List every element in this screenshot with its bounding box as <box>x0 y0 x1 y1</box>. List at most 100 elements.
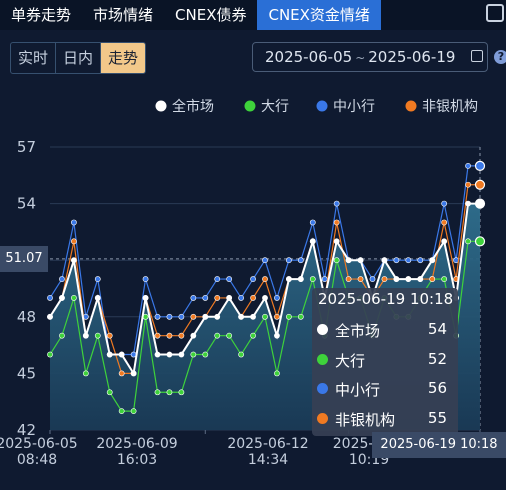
data-point-small_mid_banks <box>369 276 376 282</box>
tab-single-bond-trend[interactable]: 单券走势 <box>11 6 72 24</box>
data-point-all_market <box>118 351 125 358</box>
data-point-all_market <box>82 332 89 339</box>
data-point-small_mid_banks <box>285 257 292 264</box>
tooltip-row-big-banks: 大行 52 <box>317 350 453 370</box>
y-tick-label: 42 <box>17 421 36 439</box>
big-banks-dot-icon <box>317 354 328 365</box>
data-point-big_banks <box>309 276 316 282</box>
tooltip-row-non-bank: 非银机构 55 <box>317 409 453 429</box>
data-point-all_market <box>429 257 436 264</box>
data-point-all_market <box>142 295 149 301</box>
x-tick-time: 16:03 <box>117 452 157 468</box>
data-point-small_mid_banks <box>190 295 197 301</box>
data-point-big_banks <box>166 389 173 396</box>
legend-label: 大行 <box>261 99 289 115</box>
data-point-all_market <box>106 351 113 358</box>
data-point-big_banks <box>47 351 53 358</box>
data-point-non_bank <box>465 181 471 188</box>
data-point-all_market <box>285 276 292 282</box>
date-start: 2025-06-05 <box>265 48 353 66</box>
tab-market-sentiment[interactable]: 市场情绪 <box>93 6 154 24</box>
tooltip-series-value: 54 <box>427 320 447 338</box>
data-point-all_market <box>214 313 221 320</box>
period-toggle: 实时 日内 走势 <box>10 42 147 74</box>
tooltip-title: 2025-06-19 10:18 <box>318 290 454 308</box>
data-point-big_banks <box>285 313 292 320</box>
legend-marker-icon <box>316 100 328 112</box>
tooltip-series-name: 中小行 <box>335 381 381 399</box>
x-tick-date: 2025-06-12 <box>227 436 308 452</box>
x-tick-date: 2025-06-09 <box>96 436 177 452</box>
data-point-small_mid_banks <box>417 257 424 264</box>
highlighted-point-all_market <box>474 198 486 209</box>
toggle-intraday[interactable]: 日内 <box>56 43 102 73</box>
data-point-small_mid_banks <box>238 295 245 301</box>
toggle-realtime[interactable]: 实时 <box>11 43 57 73</box>
non-bank-dot-icon <box>317 413 328 424</box>
window-icon[interactable] <box>486 4 504 22</box>
data-point-small_mid_banks <box>178 313 185 320</box>
data-point-big_banks <box>250 332 256 339</box>
data-point-all_market <box>154 351 161 358</box>
data-point-all_market <box>357 257 364 264</box>
data-point-big_banks <box>94 332 101 339</box>
data-point-big_banks <box>465 238 471 245</box>
y-tick-label: 57 <box>17 138 36 156</box>
x-tick-date: 2025-06-05 <box>0 436 78 452</box>
highlighted-point-small_mid_banks <box>474 160 486 171</box>
tab-cnex-funding-sentiment[interactable]: CNEX资金情绪 <box>257 0 381 30</box>
data-point-big_banks <box>190 351 197 358</box>
data-point-small_mid_banks <box>297 257 304 264</box>
date-separator: ~ <box>355 51 366 65</box>
toggle-trend[interactable]: 走势 <box>101 43 146 73</box>
highlighted-point-non_bank <box>474 179 486 190</box>
data-point-big_banks <box>130 408 137 415</box>
x-tick-time: 14:34 <box>248 452 288 468</box>
data-point-non_bank <box>70 238 77 245</box>
data-point-all_market <box>250 313 256 320</box>
calendar-icon[interactable] <box>471 50 483 62</box>
data-point-big_banks <box>226 332 233 339</box>
data-point-all_market <box>226 295 233 301</box>
date-range-picker[interactable]: 2025-06-05 ~2025-06-19 <box>252 42 488 72</box>
data-point-non_bank <box>381 276 388 282</box>
data-point-all_market <box>130 370 137 377</box>
tab-cnex-bonds[interactable]: CNEX债券 <box>175 6 247 24</box>
data-point-big_banks <box>70 295 77 301</box>
data-point-big_banks <box>262 313 268 320</box>
data-point-big_banks <box>59 332 65 339</box>
tooltip-series-name: 大行 <box>335 352 366 370</box>
data-point-small_mid_banks <box>393 257 400 264</box>
data-point-non_bank <box>214 295 221 301</box>
data-point-big_banks <box>214 332 221 339</box>
data-point-big_banks <box>274 370 280 377</box>
help-icon[interactable]: ? <box>494 50 506 64</box>
data-point-non_bank <box>429 276 436 282</box>
all-market-dot-icon <box>317 324 328 335</box>
data-point-all_market <box>309 238 316 245</box>
data-point-small_mid_banks <box>94 276 101 282</box>
tooltip-series-name: 全市场 <box>335 322 381 340</box>
tooltip-row-all-market: 全市场 54 <box>317 320 453 340</box>
data-point-all_market <box>465 200 471 207</box>
data-point-non_bank <box>441 219 448 226</box>
legend-label: 中小行 <box>333 99 375 115</box>
data-point-small_mid_banks <box>226 276 233 282</box>
legend-marker-icon <box>244 100 256 112</box>
data-point-all_market <box>417 276 424 282</box>
data-point-non_bank <box>357 276 364 282</box>
legend-label: 全市场 <box>172 98 214 115</box>
data-point-small_mid_banks <box>262 257 268 264</box>
tooltip-row-small-mid-banks: 中小行 56 <box>317 379 453 399</box>
data-point-all_market <box>441 238 448 245</box>
highlighted-point-big_banks <box>474 236 486 247</box>
data-point-non_bank <box>333 219 340 226</box>
tooltip-series-name: 非银机构 <box>335 411 396 429</box>
data-point-small_mid_banks <box>202 295 209 301</box>
y-tick-label: 45 <box>17 364 36 382</box>
data-point-small_mid_banks <box>214 276 221 282</box>
data-point-small_mid_banks <box>465 162 471 169</box>
data-point-small_mid_banks <box>274 295 280 301</box>
data-point-non_bank <box>106 332 113 339</box>
